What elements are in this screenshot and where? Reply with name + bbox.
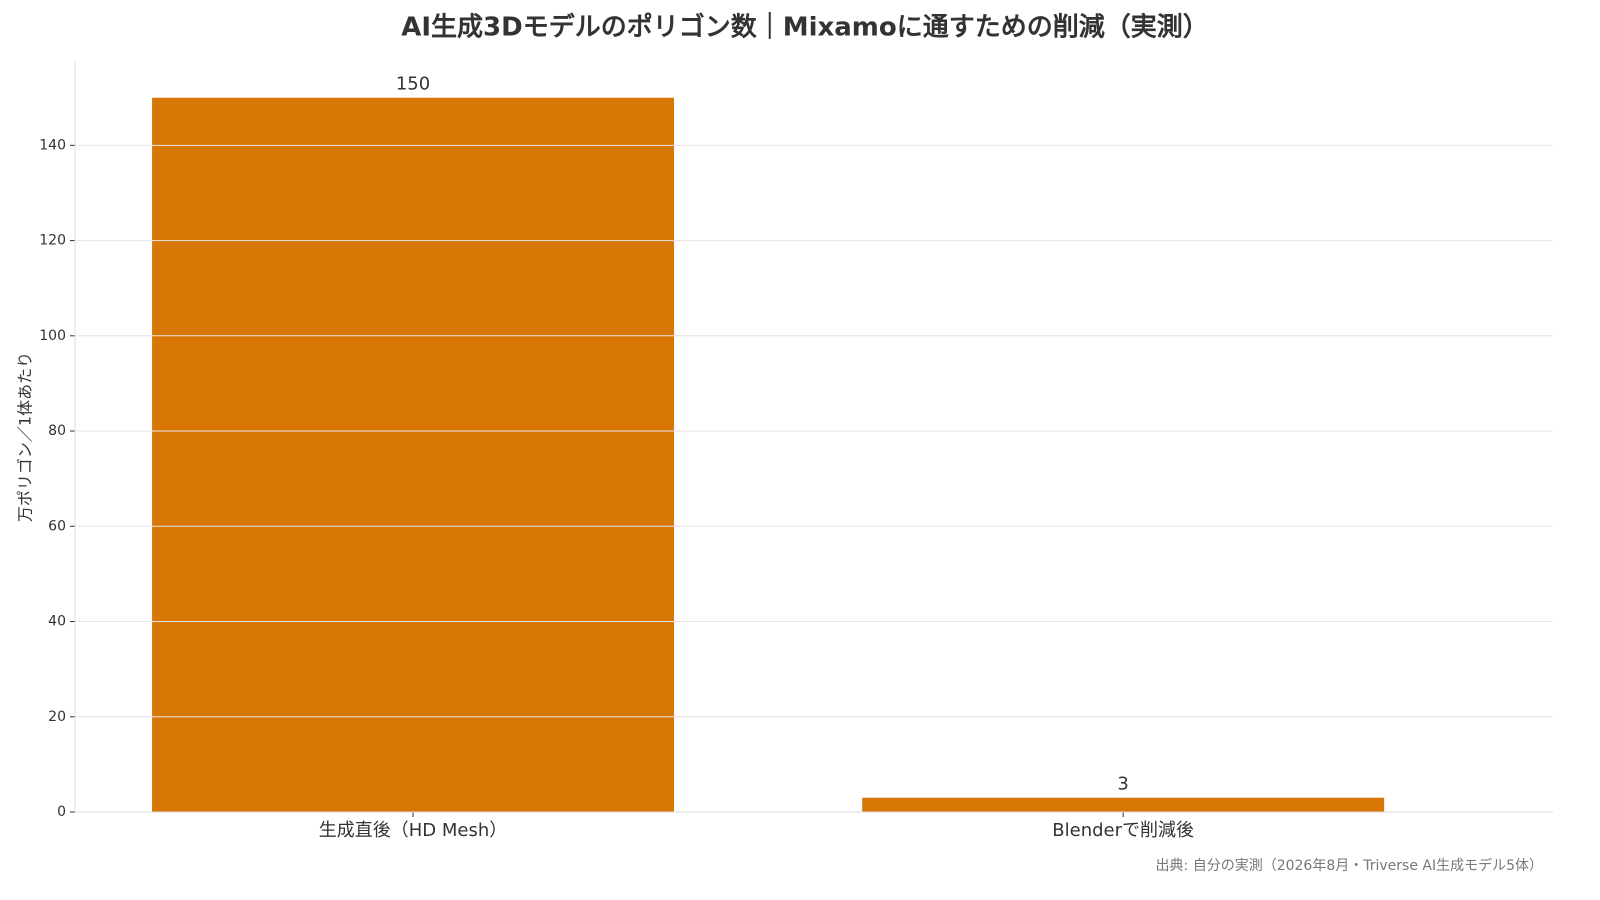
chart-title: AI生成3Dモデルのポリゴン数｜Mixamoに通すための削減（実測） bbox=[401, 12, 1209, 43]
y-tick-label: 0 bbox=[57, 804, 66, 820]
x-tick-label: 生成直後（HD Mesh） bbox=[319, 820, 508, 841]
y-tick-label: 60 bbox=[48, 518, 66, 534]
value-label: 3 bbox=[1117, 774, 1128, 795]
y-tick-label: 80 bbox=[48, 423, 66, 439]
y-tick-label: 140 bbox=[39, 137, 66, 153]
x-tick-label: Blenderで削減後 bbox=[1052, 820, 1194, 841]
bar bbox=[152, 97, 674, 812]
y-tick-label: 100 bbox=[39, 328, 66, 344]
y-tick-label: 20 bbox=[48, 709, 66, 725]
value-label: 150 bbox=[396, 74, 430, 95]
y-tick-label: 40 bbox=[48, 614, 66, 630]
source-note: 出典: 自分の実測（2026年8月・Triverse AI生成モデル5体） bbox=[1156, 857, 1543, 874]
y-tick-label: 120 bbox=[39, 233, 66, 249]
bar bbox=[862, 797, 1385, 812]
y-axis-label: 万ポリゴン／1体あたり bbox=[16, 352, 35, 522]
